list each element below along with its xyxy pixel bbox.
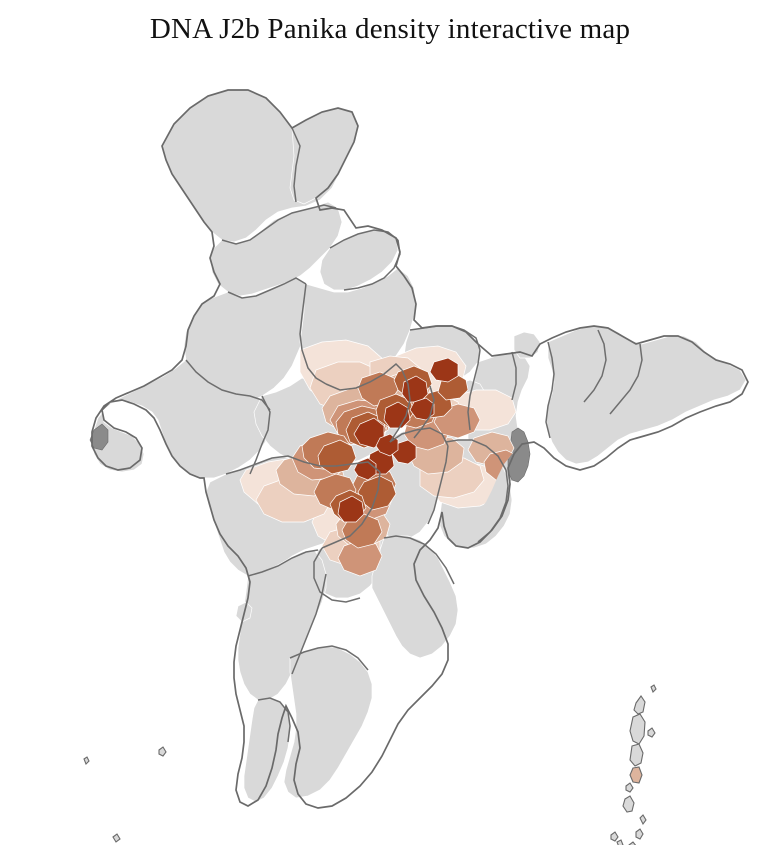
region-sundarbans-delta xyxy=(507,427,531,483)
region-northeast[interactable] xyxy=(546,326,746,464)
india-choropleth-svg[interactable] xyxy=(0,50,780,845)
density-level-7[interactable] xyxy=(338,358,458,522)
state-boundaries xyxy=(186,128,642,742)
region-tamil-nadu[interactable] xyxy=(284,646,372,798)
map-canvas[interactable] xyxy=(0,50,780,845)
india-outline xyxy=(92,90,748,808)
region-kutch-tip xyxy=(89,423,109,451)
island-territories[interactable] xyxy=(84,685,656,845)
region-himachal-punjab[interactable] xyxy=(210,202,342,296)
density-choropleth-layer xyxy=(240,340,520,576)
page-title: DNA J2b Panika density interactive map xyxy=(149,13,631,45)
region-andhra-pradesh[interactable] xyxy=(372,536,458,658)
